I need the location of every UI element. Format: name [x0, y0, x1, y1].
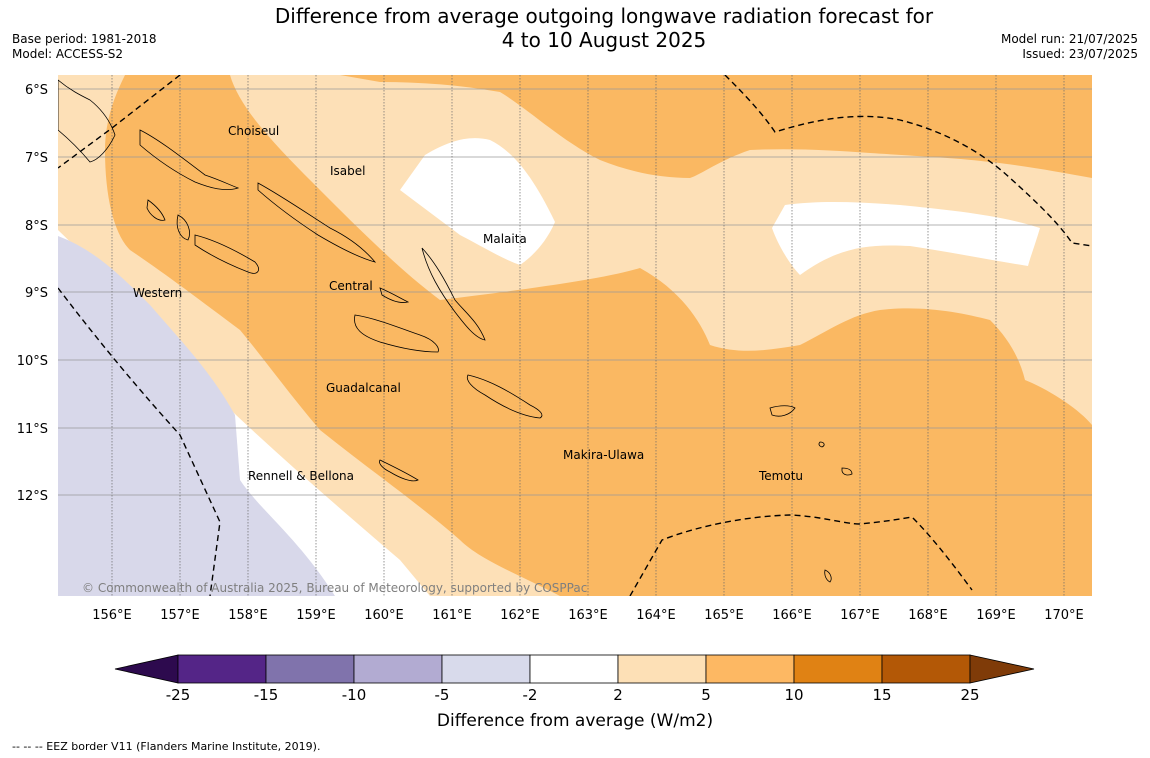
island-florida [379, 287, 410, 303]
colorbar-segment-8 [793, 654, 883, 684]
lon-tick-158e: 158°E [228, 608, 268, 623]
colorbar-tick-6: 5 [701, 686, 711, 704]
issued-date: Issued: 23/07/2025 [1022, 47, 1138, 61]
lon-tick-163e: 163°E [568, 608, 608, 623]
eez-borders [58, 75, 1092, 596]
island-new-georgia [194, 234, 259, 274]
lon-tick-161e: 161°E [432, 608, 472, 623]
region-label-central: Central [329, 279, 373, 293]
lon-tick-170e: 170°E [1044, 608, 1084, 623]
region-label-isabel: Isabel [330, 164, 365, 178]
base-period: Base period: 1981-2018 [12, 32, 157, 46]
model-run-date: Model run: 21/07/2025 [1000, 32, 1138, 46]
island-anuta [818, 441, 825, 448]
island-guadalcanal [354, 314, 439, 353]
island-bougainville [58, 79, 116, 163]
island-isabel [257, 182, 377, 263]
colorbar-segment-6 [617, 654, 707, 684]
colorbar-tick-9: 25 [960, 686, 979, 704]
colorbar-segment-10 [969, 654, 1035, 684]
eez-border-south-east [629, 514, 973, 596]
island-choiseul [139, 129, 240, 190]
colorbar-tick-7: 10 [784, 686, 803, 704]
island-makira [466, 374, 543, 419]
island-malaita [421, 247, 486, 341]
eez-border-north-west [58, 75, 181, 169]
colorbar-segment-4 [441, 654, 531, 684]
map-plot-area: Choiseul Isabel Malaita Western Central … [58, 75, 1092, 596]
run-info: Model run: 21/07/2025 Issued: 23/07/2025 [1001, 32, 1138, 62]
title-line-2: 4 to 10 August 2025 [501, 28, 707, 52]
lat-tick-labels: 6°S 7°S 8°S 9°S 10°S 11°S 12°S [17, 83, 48, 504]
lon-tick-168e: 168°E [908, 608, 948, 623]
copyright-notice: © Commonwealth of Australia 2025, Bureau… [82, 581, 587, 595]
region-label-temotu: Temotu [758, 469, 803, 483]
colorbar-tick-0: -25 [166, 686, 191, 704]
colorbar-segment-9 [881, 654, 971, 684]
graticule-lat-lines [58, 88, 1092, 496]
region-label-rennell-bellona: Rennell & Bellona [248, 469, 354, 483]
colorbar-tick-8: 15 [872, 686, 891, 704]
lon-tick-160e: 160°E [364, 608, 404, 623]
chart-title: Difference from average outgoing longwav… [200, 4, 1008, 52]
lat-tick-8s: 8°S [25, 219, 48, 234]
region-label-western: Western [133, 286, 182, 300]
island-vella-lavella [146, 199, 166, 221]
colorbar-segment-1 [177, 654, 267, 684]
island-rennell [379, 459, 419, 482]
colorbar: -25 -15 -10 -5 -2 2 5 10 15 25 Differenc… [114, 654, 1035, 731]
eez-border-north-east [724, 75, 1092, 247]
colorbar-segment-3 [353, 654, 443, 684]
colorbar-tick-5: 2 [613, 686, 623, 704]
colorbar-segment-5 [529, 654, 619, 684]
region-labels: Choiseul Isabel Malaita Western Central … [133, 124, 803, 483]
lat-tick-10s: 10°S [17, 354, 48, 369]
contour-white-east [772, 201, 1040, 275]
lon-tick-labels: 156°E 157°E 158°E 159°E 160°E 161°E 162°… [92, 608, 1084, 623]
lon-tick-157e: 157°E [160, 608, 200, 623]
lon-tick-159e: 159°E [296, 608, 336, 623]
region-label-malaita: Malaita [483, 232, 527, 246]
eez-border-south-west [58, 287, 221, 596]
colorbar-title: Difference from average (W/m2) [437, 711, 713, 731]
island-tikopia [841, 467, 853, 476]
lon-tick-165e: 165°E [704, 608, 744, 623]
model-name: Model: ACCESS-S2 [12, 47, 124, 61]
lon-tick-167e: 167°E [840, 608, 880, 623]
region-label-guadalcanal: Guadalcanal [326, 381, 401, 395]
lon-tick-156e: 156°E [92, 608, 132, 623]
colorbar-tick-2: -10 [342, 686, 367, 704]
lat-tick-7s: 7°S [25, 151, 48, 166]
island-kolombangara [176, 214, 190, 241]
lon-tick-166e: 166°E [772, 608, 812, 623]
title-line-1: Difference from average outgoing longwav… [274, 4, 934, 28]
lat-tick-11s: 11°S [17, 422, 48, 437]
lat-tick-6s: 6°S [25, 83, 48, 98]
contour-mid-orange-band [105, 75, 1092, 596]
contour-white-malaita [400, 138, 555, 265]
colorbar-segment-7 [705, 654, 795, 684]
island-santa-cruz [769, 405, 796, 417]
lat-tick-9s: 9°S [25, 286, 48, 301]
lat-tick-12s: 12°S [17, 489, 48, 504]
island-vanuatu-north [824, 569, 832, 583]
model-info: Base period: 1981-2018 Model: ACCESS-S2 [12, 32, 157, 62]
region-label-choiseul: Choiseul [228, 124, 279, 138]
region-label-makira-ulawa: Makira-Ulawa [563, 448, 644, 462]
lon-tick-162e: 162°E [500, 608, 540, 623]
colorbar-tick-3: -5 [435, 686, 450, 704]
colorbar-segment-2 [265, 654, 355, 684]
contour-light-orange-west [58, 120, 110, 230]
contour-lavender-southwest [58, 236, 335, 596]
lon-tick-164e: 164°E [636, 608, 676, 623]
island-outlines [58, 79, 853, 583]
eez-footnote: -- -- -- EEZ border V11 (Flanders Marine… [12, 740, 321, 753]
lon-tick-169e: 169°E [976, 608, 1016, 623]
contour-mid-orange-northeast [340, 75, 1092, 178]
colorbar-segment-0 [114, 654, 179, 684]
colorbar-tick-4: -2 [523, 686, 538, 704]
colorbar-tick-1: -15 [254, 686, 279, 704]
